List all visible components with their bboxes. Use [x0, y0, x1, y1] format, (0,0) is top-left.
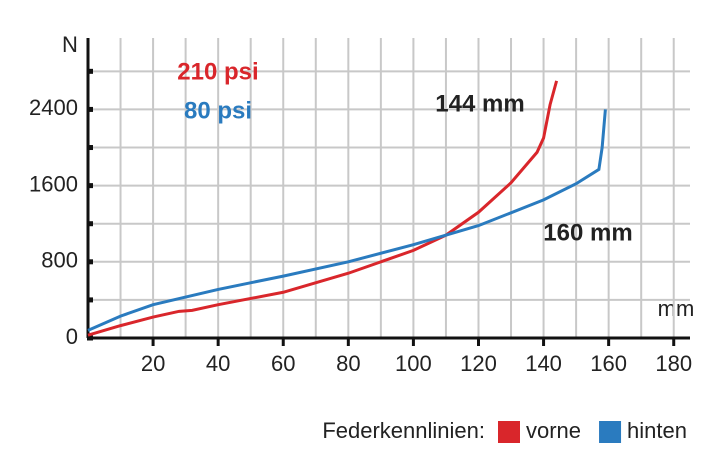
legend-swatch: [599, 421, 622, 443]
y-tick-mark: [87, 297, 93, 303]
x-tick-label: 40: [206, 351, 230, 376]
annotation: 160 mm: [543, 219, 632, 246]
x-tick-label: 60: [271, 351, 295, 376]
x-tick-label: 160: [590, 351, 627, 376]
y-tick-label: 2400: [29, 95, 78, 120]
annotation: 80 psi: [184, 97, 252, 124]
legend-label: hinten: [627, 418, 687, 443]
x-tick-label: 100: [395, 351, 432, 376]
y-tick-mark: [87, 68, 93, 74]
y-tick-mark: [87, 183, 93, 189]
y-tick-label: 0: [66, 324, 78, 349]
legend-swatch: [498, 421, 520, 443]
y-tick-mark: [87, 145, 93, 151]
y-tick-mark: [87, 259, 93, 265]
x-tick-label: 80: [336, 351, 360, 376]
legend-title: Federkennlinien:: [322, 418, 485, 443]
y-tick-mark: [87, 221, 93, 227]
data-line: [87, 80, 559, 337]
y-tick-label: 1600: [29, 171, 78, 196]
annotation: 210 psi: [177, 58, 258, 85]
x-tick-label: 140: [525, 351, 562, 376]
data-line: [87, 109, 607, 332]
y-axis-label: N: [62, 32, 78, 57]
annotation: 144 mm: [435, 90, 524, 117]
x-tick-label: 20: [141, 351, 165, 376]
y-tick-mark: [87, 106, 93, 112]
legend-label: vorne: [526, 418, 581, 443]
x-tick-label: 180: [655, 351, 692, 376]
y-tick-label: 800: [41, 248, 78, 273]
x-tick-label: 120: [460, 351, 497, 376]
